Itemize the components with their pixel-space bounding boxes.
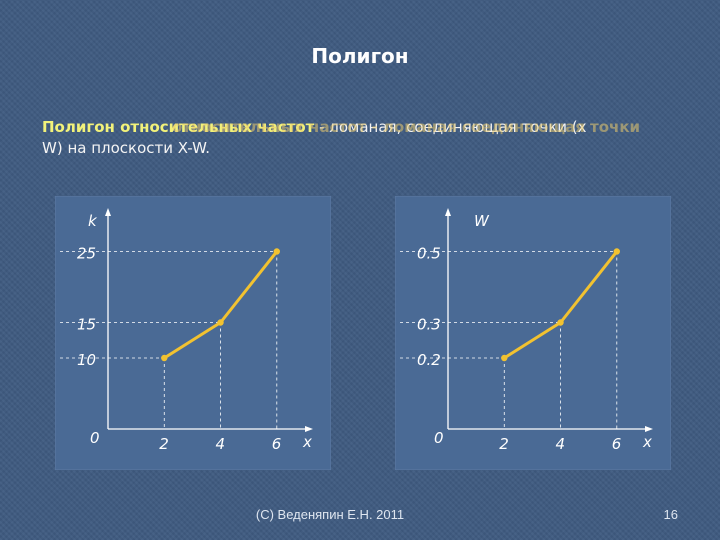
x-axis-label: x [642,433,652,451]
y-tick-label: 0.2 [417,351,441,369]
y-axis-label: k [88,212,98,230]
x-tick-label: 4 [216,435,226,453]
data-point [217,319,224,326]
y-axis-arrow [105,208,111,216]
x-tick-label: 4 [556,435,566,453]
x-tick-label: 6 [612,435,622,453]
polygon-chart-frequency: k x 0 2 10 4 15 6 25 [55,196,331,470]
y-tick-label: 25 [77,245,96,263]
y-tick-label: 10 [77,351,96,369]
x-tick-label: 6 [272,435,282,453]
y-axis-arrow [445,208,451,216]
y-tick-label: 0.3 [417,316,441,334]
x-tick-label: 2 [159,435,169,453]
x-axis-label: x [302,433,312,451]
chart-background [55,196,331,470]
y-axis-label: W [474,212,490,230]
x-tick-label: 0 [90,429,100,447]
y-tick-label: 0.5 [417,245,441,263]
definition-line-1: Полигон относительных частот - ломаная, … [42,118,702,140]
y-tick-label: 15 [77,316,96,334]
definition-line-2: W) на плоскости X-W. [42,139,210,157]
definition-text: - ломаная, соединяющая точки (x [314,118,587,136]
data-point [501,354,508,362]
page-number: 16 [663,507,678,522]
slide-title: Полигон [311,44,409,68]
x-axis-arrow [645,426,653,432]
definition-overlap-text: относительных частот - ломаная соединяющ… [172,118,641,136]
data-point [161,354,168,362]
chart-background [395,196,671,470]
x-tick-label: 2 [499,435,509,453]
data-point [613,248,620,255]
x-tick-label: 0 [434,429,444,447]
data-point [273,248,280,255]
x-axis-arrow [305,426,313,432]
polygon-chart-relative-frequency: Wx 0 2 0.2 4 0.3 6 0.5 [395,196,671,470]
definition-term: Полигон относительных частот [42,118,315,136]
data-point [557,319,564,326]
footer-copyright: (С) Веденяпин Е.Н. 2011 [255,507,405,522]
